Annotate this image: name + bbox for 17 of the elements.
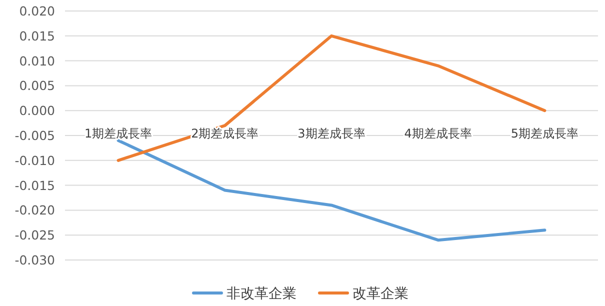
ytick: -0.005	[14, 128, 55, 143]
ytick: -0.015	[14, 178, 55, 193]
xtick: 3期差成長率	[298, 126, 366, 141]
ytick: 0.020	[19, 4, 55, 18]
xtick: 4期差成長率	[404, 126, 472, 141]
ytick: -0.020	[14, 202, 55, 218]
ytick: -0.010	[14, 152, 55, 168]
ytick: 0.000	[19, 103, 55, 118]
xtick: 5期差成長率	[510, 126, 579, 141]
ytick: -0.025	[14, 228, 55, 243]
xtick: 1期差成長率	[84, 126, 152, 141]
legend-label: 改革企業	[352, 286, 408, 302]
ytick: 0.005	[19, 78, 55, 94]
ytick: 0.010	[19, 53, 55, 68]
ytick: -0.030	[14, 252, 55, 268]
ytick: 0.015	[19, 28, 55, 44]
legend-label: 非改革企業	[226, 286, 296, 302]
